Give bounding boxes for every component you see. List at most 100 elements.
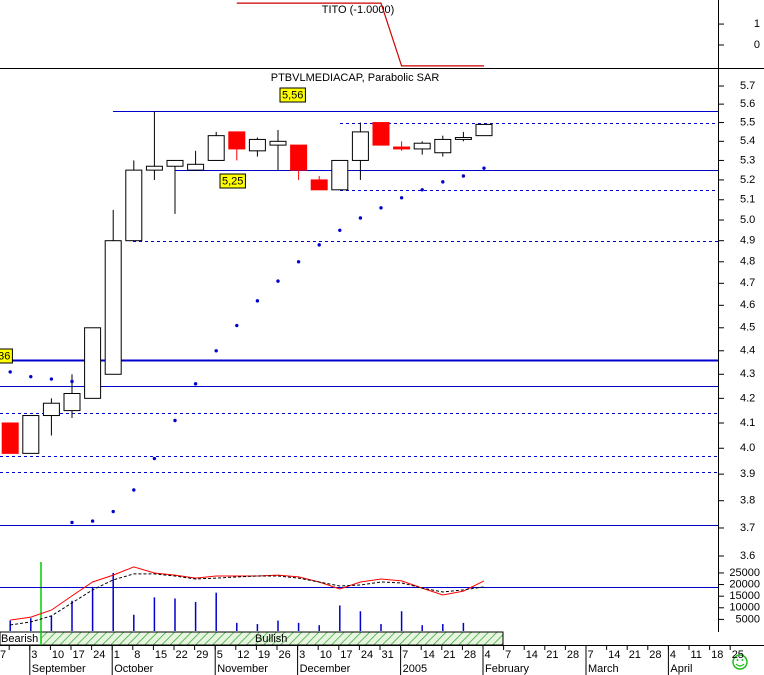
volume-bar <box>112 572 114 631</box>
candle-body <box>248 138 266 152</box>
month-label: October <box>114 663 153 675</box>
sar-dot <box>70 379 74 384</box>
level-label: 5,56 <box>279 87 306 103</box>
date-tick-label: 11 <box>691 649 702 661</box>
y-tick-label: 3.7 <box>740 522 755 534</box>
candle-body <box>290 144 308 171</box>
sar-dot <box>214 349 218 353</box>
month-label: March <box>588 663 619 675</box>
candle-body <box>125 169 143 242</box>
date-tick-label: 21 <box>443 649 455 661</box>
y-tick-label: 4.0 <box>740 442 755 454</box>
sar-dot <box>379 206 383 210</box>
sar-dot <box>317 243 321 247</box>
volume-bar <box>277 620 279 631</box>
sar-dot <box>173 418 177 423</box>
y-tick-label: 10000 <box>729 602 760 614</box>
y-tick-label: 5000 <box>736 613 760 625</box>
level-label-text: 5,56 <box>282 89 303 101</box>
date-tick-label: 17 <box>340 649 352 661</box>
volume-bar <box>9 620 11 631</box>
sar-dot <box>193 382 198 386</box>
volume-bar <box>91 586 94 631</box>
y-tick-label: 3.9 <box>740 468 755 480</box>
date-tick-label: 22 <box>176 649 188 661</box>
candle-body <box>187 163 205 171</box>
sar-dot <box>461 174 466 178</box>
volume-bar <box>236 622 238 631</box>
y-tick-label: 4.1 <box>740 417 755 429</box>
candle-body <box>475 123 493 137</box>
date-tick-label: 31 <box>382 649 394 661</box>
y-tick-label: 5.2 <box>740 174 755 186</box>
date-tick-label: 10 <box>320 649 332 661</box>
sar-dot <box>255 299 260 303</box>
date-tick-label: 19 <box>258 649 270 661</box>
volume-bar <box>442 624 444 631</box>
sar-dot <box>399 196 404 200</box>
y-tick-label: 4.6 <box>740 299 755 311</box>
y-tick-label: 5.0 <box>740 214 755 226</box>
date-tick-label: 14 <box>608 649 620 661</box>
date-tick-label: 5 <box>217 649 223 661</box>
sar-dot <box>296 260 301 264</box>
candle-body <box>413 142 431 150</box>
candle-body <box>166 159 184 167</box>
volume-bar <box>194 601 197 631</box>
date-tick-label: 12 <box>237 649 249 661</box>
y-tick-label: 15000 <box>729 590 760 602</box>
date-tick-label: 1 <box>114 649 120 661</box>
date-tick-label: 28 <box>649 649 661 661</box>
y-tick-label: 4.7 <box>740 277 755 289</box>
volume-bar <box>400 611 403 631</box>
volume-bar <box>297 622 300 631</box>
y-tick-label: 4.2 <box>740 392 755 404</box>
date-tick-label: 17 <box>73 649 85 661</box>
sar-dot <box>90 519 95 523</box>
sar-dot <box>276 279 280 283</box>
sar-dot <box>8 370 12 374</box>
sar-dot <box>49 377 54 381</box>
sar-dot <box>70 520 74 525</box>
volume-bar <box>71 600 73 631</box>
date-tick-label: 18 <box>711 649 723 661</box>
candle-body <box>22 415 40 454</box>
y-tick-label: 4.5 <box>740 322 755 334</box>
date-tick-label: 7 <box>402 649 408 661</box>
sar-dot <box>235 323 239 328</box>
date-tick-label: 26 <box>279 649 291 661</box>
level-label-box <box>279 87 306 103</box>
level-label-box <box>0 348 13 364</box>
month-label: February <box>485 663 530 675</box>
date-tick-label: 4 <box>485 649 491 661</box>
volume-bar <box>256 624 259 631</box>
y-tick-label: 5.5 <box>740 116 755 128</box>
sar-dot <box>482 166 486 170</box>
date-tick-label: 8 <box>134 649 140 661</box>
candle-body <box>145 165 163 171</box>
month-label: September <box>32 663 86 675</box>
month-label: April <box>670 663 692 675</box>
level-label-text: 4,36 <box>0 350 10 362</box>
level-label-text: 5,25 <box>222 175 243 187</box>
candle-body <box>331 159 349 191</box>
date-tick-label: 7 <box>0 649 6 661</box>
candle-body <box>104 240 122 375</box>
candle-body <box>269 140 287 146</box>
candle-body <box>1 422 19 454</box>
sar-dot <box>29 374 33 379</box>
date-tick-label: 3 <box>31 649 37 661</box>
y-tick-label: 4.3 <box>740 368 755 380</box>
candle-body <box>434 138 452 154</box>
signal-label: Bearish <box>1 633 38 645</box>
y-tick-label: 3.8 <box>740 495 755 507</box>
candle-body <box>228 131 246 150</box>
volume-bar <box>215 592 217 631</box>
date-tick-label: 14 <box>423 649 435 661</box>
sar-dot <box>441 180 445 184</box>
sar-dot <box>338 228 342 233</box>
candle-body <box>351 131 369 161</box>
volume-bar <box>462 622 465 631</box>
